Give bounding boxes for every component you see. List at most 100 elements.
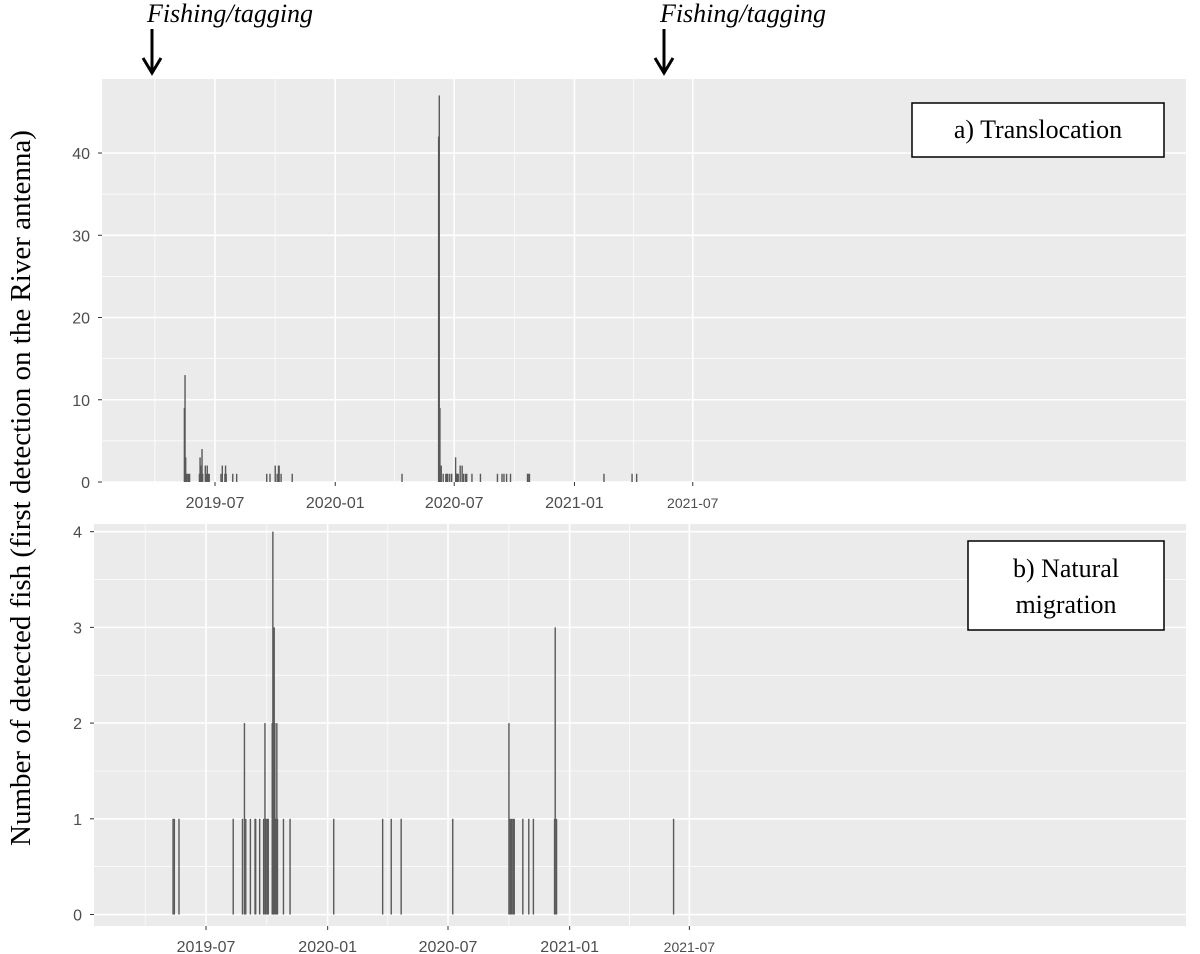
y-tick-label: 10 [72,393,90,410]
bar [333,818,335,915]
bar [278,465,280,482]
x-tick-label: 2021-01 [540,939,599,954]
bar [201,449,203,482]
bar [235,473,238,482]
x-tick-label: 2019-07 [186,495,245,512]
bar [220,473,222,482]
panel-b-bars [172,531,675,915]
bar [509,473,512,482]
bar [276,818,279,915]
bar [249,818,252,915]
bar [445,473,447,482]
bar [401,473,403,482]
bar [512,818,514,915]
bar [452,818,454,915]
bar [555,818,558,915]
x-tick-label: 2020-01 [298,939,357,954]
bar [272,531,274,915]
bar [187,473,189,482]
bar [496,473,499,482]
bar [513,818,515,915]
x-tick-label: 2020-01 [306,495,365,512]
bar [224,465,227,482]
bar [184,457,187,482]
bar [274,465,276,482]
panel-a-x-ticks: 2019-07 2020-01 2020-07 2021-01 2021-07 [186,482,719,512]
y-tick-label: 3 [73,620,82,637]
x-tick-label: 2019-07 [177,939,236,954]
bar [178,818,180,915]
bar [266,473,268,482]
bar [390,818,392,915]
bar [439,407,441,482]
fishing-tagging-annotation-2: Fishing/tagging [659,0,826,28]
y-tick-label: 20 [72,311,90,328]
panel-a-title: a) Translocation [954,115,1122,144]
bar [454,457,457,482]
bar [241,818,244,915]
bar [258,818,261,915]
bar [232,818,234,915]
bar [503,473,505,482]
bar [510,818,513,915]
y-tick-label: 30 [72,228,90,245]
bar [457,473,459,482]
bar [206,465,208,482]
bar [201,473,204,482]
bar [554,627,556,915]
bar [221,465,223,482]
panel-a-y-ticks: 0 10 20 30 40 [72,146,102,492]
bar [184,375,186,482]
bar [438,95,440,482]
bar [243,723,246,915]
bar [635,473,638,482]
bar [466,473,468,482]
bar [461,465,463,482]
fishing-tagging-annotation-1: Fishing/tagging [146,0,313,28]
bar [450,473,453,482]
bar [528,473,531,482]
x-tick-label: 2021-07 [664,939,716,954]
x-tick-label: 2020-07 [425,495,484,512]
bar [631,473,633,482]
bar [381,818,384,915]
panel-b-title-line-1: b) Natural [1013,554,1119,583]
bar [264,818,267,915]
panel-b-title-line-2: migration [1015,590,1116,619]
bar [254,818,257,915]
bar [479,473,482,482]
bar [245,818,247,915]
bar [267,818,269,915]
y-tick-label: 0 [81,475,90,492]
bar [501,473,503,482]
bar [262,818,265,915]
y-tick-label: 2 [73,716,82,733]
bar [603,473,605,482]
bar [462,473,465,482]
down-arrow-icon-1 [141,29,163,76]
bar [508,723,510,915]
panel-natural-migration: 0 1 2 3 4 2019-07 2020-01 2020-07 2021-01 2021-0… [73,524,1186,954]
bar [186,473,188,482]
bar [672,818,675,915]
bar [188,473,191,482]
panel-b-title: b) Natural migration [1013,554,1119,619]
bar [225,473,227,482]
bar [282,818,285,915]
down-arrow-icon-2 [653,29,675,76]
bar [208,473,210,482]
panel-a-title-box: a) Translocation [911,102,1165,158]
bar [172,818,174,915]
bar [442,473,444,482]
y-tick-label: 0 [73,908,82,925]
bar [527,473,529,482]
x-tick-label: 2021-01 [545,495,604,512]
bar [528,818,530,915]
bar [200,465,202,482]
bar [464,473,467,482]
bar [522,818,524,915]
bar [289,818,291,915]
bar [449,473,451,482]
